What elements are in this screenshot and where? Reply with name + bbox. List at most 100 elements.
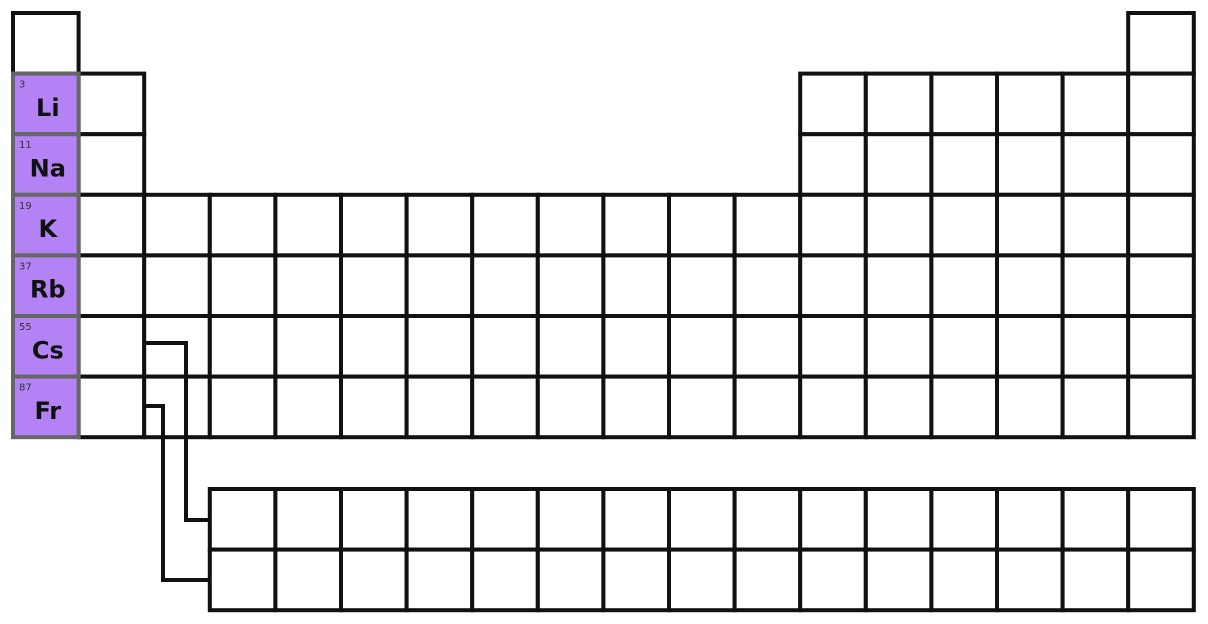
element-cell[interactable]	[273, 314, 343, 379]
element-cell[interactable]	[1060, 314, 1131, 379]
f-block-cell[interactable]	[404, 547, 475, 613]
element-cell[interactable]	[339, 192, 409, 258]
element-cell[interactable]	[601, 192, 672, 258]
f-block-cell[interactable]	[339, 547, 409, 613]
element-cell-fr[interactable]	[11, 374, 81, 440]
element-cell[interactable]	[1060, 253, 1131, 318]
f-block-cell[interactable]	[207, 547, 278, 613]
f-block-cell[interactable]	[470, 547, 540, 613]
element-cell[interactable]	[404, 374, 475, 440]
element-cell-na[interactable]	[11, 132, 81, 197]
element-cell[interactable]	[929, 71, 1000, 137]
element-cell[interactable]	[929, 374, 1000, 440]
element-cell[interactable]	[207, 253, 278, 318]
f-block-cell[interactable]	[470, 487, 540, 552]
element-cell[interactable]	[1060, 132, 1131, 197]
element-cell[interactable]	[535, 374, 606, 440]
element-cell[interactable]	[1126, 374, 1196, 440]
f-block-cell[interactable]	[798, 547, 868, 613]
f-block-cell[interactable]	[273, 487, 343, 552]
element-cell[interactable]	[732, 314, 803, 379]
element-cell[interactable]	[1126, 192, 1196, 258]
element-cell[interactable]	[1126, 132, 1196, 197]
element-cell[interactable]	[995, 132, 1065, 197]
element-cell[interactable]	[667, 314, 737, 379]
element-cell[interactable]	[601, 253, 672, 318]
element-cell[interactable]	[535, 192, 606, 258]
f-block-cell[interactable]	[732, 487, 803, 552]
element-cell[interactable]	[798, 132, 868, 197]
element-cell[interactable]	[798, 192, 868, 258]
element-cell[interactable]	[470, 192, 540, 258]
element-cell[interactable]	[929, 192, 1000, 258]
element-cell[interactable]	[76, 71, 147, 137]
element-cell[interactable]	[929, 314, 1000, 379]
element-cell[interactable]	[601, 374, 672, 440]
element-cell[interactable]	[11, 11, 81, 76]
element-cell[interactable]	[273, 374, 343, 440]
element-cell[interactable]	[995, 192, 1065, 258]
element-cell-rb[interactable]	[11, 253, 81, 318]
f-block-cell[interactable]	[863, 547, 934, 613]
element-cell[interactable]	[470, 253, 540, 318]
f-block-cell[interactable]	[667, 487, 737, 552]
element-cell[interactable]	[142, 253, 212, 318]
f-block-cell[interactable]	[404, 487, 475, 552]
element-cell-cs[interactable]	[11, 314, 81, 379]
element-cell[interactable]	[863, 314, 934, 379]
element-cell[interactable]	[732, 253, 803, 318]
element-cell[interactable]	[535, 314, 606, 379]
f-block-cell[interactable]	[535, 547, 606, 613]
element-cell[interactable]	[1126, 314, 1196, 379]
f-block-cell[interactable]	[601, 547, 672, 613]
element-cell[interactable]	[798, 314, 868, 379]
element-cell[interactable]	[798, 374, 868, 440]
element-cell[interactable]	[339, 314, 409, 379]
element-cell[interactable]	[1060, 192, 1131, 258]
element-cell[interactable]	[76, 132, 147, 197]
f-block-cell[interactable]	[535, 487, 606, 552]
element-cell[interactable]	[1126, 71, 1196, 137]
f-block-cell[interactable]	[732, 547, 803, 613]
element-cell[interactable]	[535, 253, 606, 318]
f-block-cell[interactable]	[1126, 487, 1196, 552]
f-block-cell[interactable]	[929, 487, 1000, 552]
element-cell[interactable]	[667, 192, 737, 258]
element-cell[interactable]	[995, 314, 1065, 379]
element-cell[interactable]	[76, 374, 147, 440]
element-cell[interactable]	[798, 71, 868, 137]
element-cell[interactable]	[404, 314, 475, 379]
element-cell[interactable]	[667, 253, 737, 318]
f-block-cell[interactable]	[207, 487, 278, 552]
element-cell[interactable]	[142, 192, 212, 258]
f-block-cell[interactable]	[1126, 547, 1196, 613]
element-cell[interactable]	[667, 374, 737, 440]
element-cell[interactable]	[995, 374, 1065, 440]
element-cell[interactable]	[470, 374, 540, 440]
element-cell[interactable]	[1060, 71, 1131, 137]
element-cell[interactable]	[601, 314, 672, 379]
f-block-cell[interactable]	[601, 487, 672, 552]
element-cell[interactable]	[929, 253, 1000, 318]
element-cell[interactable]	[863, 71, 934, 137]
element-cell[interactable]	[207, 374, 278, 440]
element-cell[interactable]	[732, 374, 803, 440]
element-cell[interactable]	[76, 253, 147, 318]
element-cell[interactable]	[732, 192, 803, 258]
element-cell[interactable]	[76, 192, 147, 258]
element-cell[interactable]	[995, 71, 1065, 137]
f-block-cell[interactable]	[273, 547, 343, 613]
element-cell[interactable]	[207, 192, 278, 258]
element-cell[interactable]	[1060, 374, 1131, 440]
element-cell[interactable]	[76, 314, 147, 379]
element-cell[interactable]	[863, 253, 934, 318]
element-cell[interactable]	[929, 132, 1000, 197]
f-block-cell[interactable]	[667, 547, 737, 613]
f-block-cell[interactable]	[1060, 547, 1131, 613]
element-cell[interactable]	[339, 253, 409, 318]
element-cell[interactable]	[1126, 11, 1196, 76]
f-block-cell[interactable]	[929, 547, 1000, 613]
f-block-cell[interactable]	[863, 487, 934, 552]
element-cell[interactable]	[207, 314, 278, 379]
element-cell[interactable]	[273, 253, 343, 318]
